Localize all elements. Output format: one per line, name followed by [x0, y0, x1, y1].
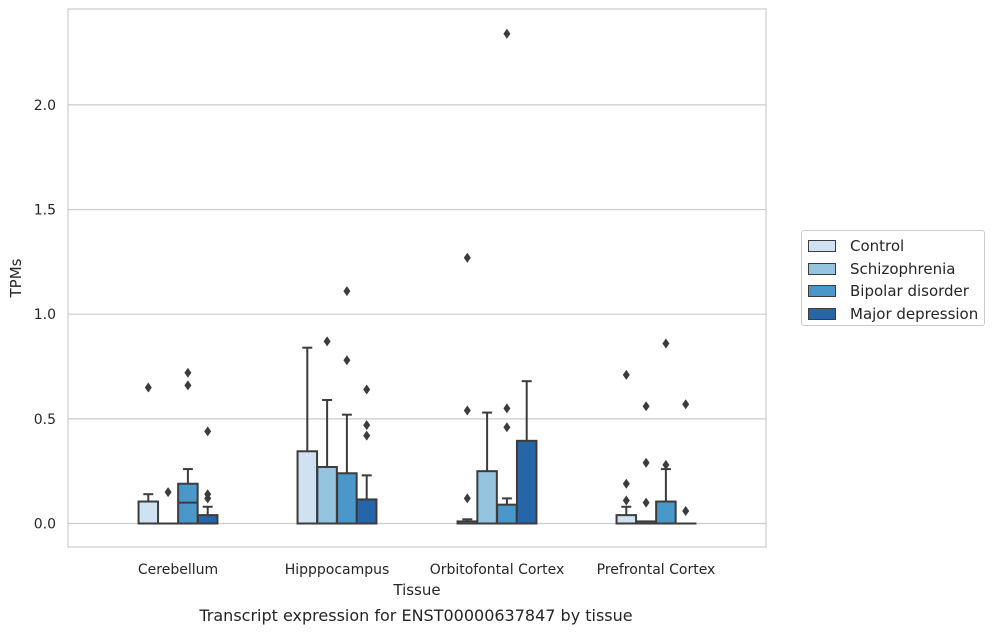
- y-tick-labels: 0.0 0.5 1.0 1.5 2.0: [34, 98, 56, 533]
- outlier-point: [622, 478, 630, 489]
- box-schizophrenia: [476, 470, 498, 525]
- legend-swatch-major-depression: [808, 307, 836, 320]
- outlier-point: [642, 457, 650, 468]
- outlier-point: [622, 369, 630, 380]
- y-tick-label: 0.0: [34, 517, 56, 533]
- box-major-depression: [515, 439, 538, 525]
- legend-item-control: Control: [808, 235, 984, 258]
- x-tick-label: Cerebellum: [138, 562, 218, 578]
- legend-label-bipolar-disorder: Bipolar disorder: [850, 282, 969, 301]
- y-tick-label: 2.0: [34, 98, 56, 114]
- outlier-point: [204, 489, 212, 500]
- outlier-point: [184, 367, 192, 378]
- legend-label-major-depression: Major depression: [850, 304, 979, 323]
- outlier-point: [463, 252, 471, 263]
- y-tick-label: 0.5: [34, 412, 56, 428]
- box-major-depression: [196, 514, 219, 525]
- outlier-point: [343, 355, 351, 366]
- outlier-point: [682, 505, 690, 516]
- box-major-depression: [355, 498, 378, 525]
- outlier-point: [363, 420, 371, 431]
- outlier-point: [343, 286, 351, 297]
- outlier-point: [642, 401, 650, 412]
- grid-lines: [68, 104, 766, 525]
- box-control: [296, 450, 319, 525]
- legend-swatch-control: [808, 240, 836, 253]
- y-axis-label: TPMs: [7, 258, 25, 298]
- box-schizophrenia: [316, 465, 338, 525]
- x-tick-label: Hipppocampus: [285, 562, 390, 578]
- legend-item-major-depression: Major depression: [808, 303, 984, 326]
- x-tick-label: Orbitofontal Cortex: [430, 562, 565, 578]
- outlier-point: [662, 338, 670, 349]
- outlier-point: [463, 493, 471, 504]
- outlier-point: [164, 487, 172, 498]
- legend-label-schizophrenia: Schizophrenia: [850, 259, 956, 278]
- outlier-point: [503, 422, 511, 433]
- legend-swatch-schizophrenia: [808, 262, 836, 275]
- box-series: [137, 28, 697, 525]
- x-tick-label: Prefrontal Cortex: [597, 562, 716, 578]
- x-tick-labels: Cerebellum Hipppocampus Orbitofontal Corte…: [138, 562, 715, 578]
- plot-frame: [67, 8, 767, 548]
- outlier-point: [503, 28, 511, 39]
- outlier-point: [323, 336, 331, 347]
- outlier-point: [144, 382, 152, 393]
- outlier-point: [184, 380, 192, 391]
- chart-caption: Transcript expression for ENST0000063784…: [199, 606, 633, 625]
- outlier-point: [463, 405, 471, 416]
- outlier-point: [642, 497, 650, 508]
- outlier-point: [363, 430, 371, 441]
- outlier-point: [682, 399, 690, 410]
- legend-label-control: Control: [850, 237, 905, 256]
- y-tick-label: 1.5: [34, 203, 56, 219]
- outlier-point: [204, 426, 212, 437]
- box-control: [137, 500, 160, 525]
- y-tick-label: 1.0: [34, 307, 56, 323]
- outlier-point: [662, 459, 670, 470]
- outlier-point: [622, 495, 630, 506]
- x-axis-label: Tissue: [392, 581, 440, 599]
- box-control: [615, 514, 638, 525]
- box-bipolar-disorder: [496, 503, 518, 525]
- legend-item-schizophrenia: Schizophrenia: [808, 258, 984, 281]
- box-bipolar-disorder: [336, 472, 358, 525]
- legend-item-bipolar-disorder: Bipolar disorder: [808, 280, 984, 303]
- box-bipolar-disorder: [177, 482, 199, 525]
- legend: Control Schizophrenia Bipolar disorder M…: [801, 230, 985, 326]
- outlier-point: [503, 403, 511, 414]
- legend-swatch-bipolar-disorder: [808, 285, 836, 298]
- outlier-point: [363, 384, 371, 395]
- box-bipolar-disorder: [655, 500, 677, 525]
